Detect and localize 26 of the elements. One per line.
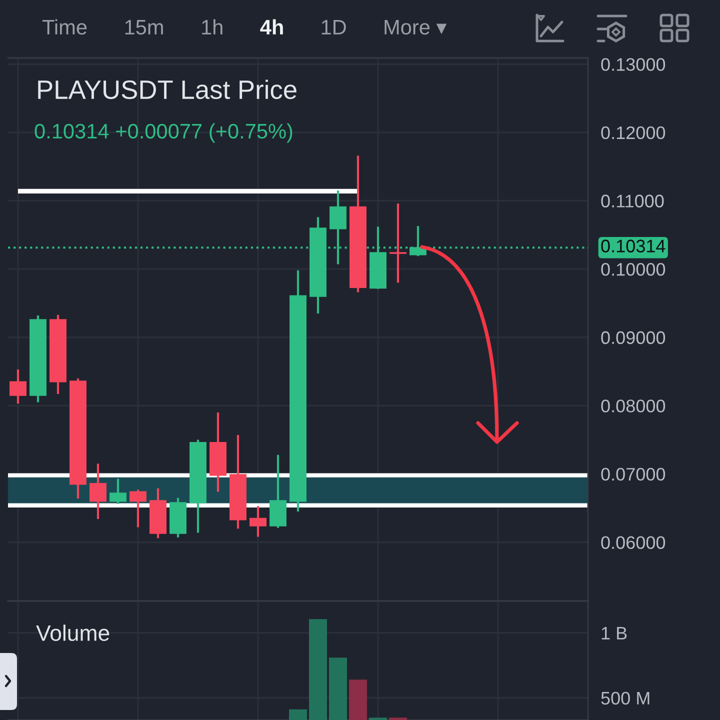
text: 0.10314 +0.00077 (+0.75%) <box>34 123 292 143</box>
candlestick <box>110 478 126 506</box>
candlestick <box>90 462 106 520</box>
text: 4h <box>260 19 283 34</box>
y-tick-label: 1 B <box>602 626 627 640</box>
text: 1D <box>322 20 346 34</box>
y-tick-label: 0.08000 <box>601 400 666 412</box>
text: 15m <box>125 20 163 35</box>
y-tick-label: 0.09000 <box>601 331 666 344</box>
text: More ▾ <box>384 20 447 35</box>
y-tick-label: 0.06000 <box>601 536 666 549</box>
text: Time <box>42 19 87 35</box>
text: PLAYUSDT Last Price <box>38 80 296 100</box>
text: Volume <box>36 624 110 641</box>
y-tick-label: 0.10000 <box>601 262 666 276</box>
y-tick-label: 0.07000 <box>601 468 666 481</box>
y-tick-label: 0.13000 <box>601 58 666 71</box>
y-tick-label: 0.11000 <box>601 194 664 208</box>
candlestick <box>130 488 146 528</box>
ref-line-label: 0.10314 <box>601 240 666 252</box>
text: 1h <box>202 19 222 34</box>
candlestick <box>250 505 266 538</box>
y-tick-label: 0.12000 <box>601 126 666 140</box>
candlestick <box>10 368 26 405</box>
candlestick <box>390 202 406 284</box>
y-tick-label: 500 M <box>601 692 650 705</box>
